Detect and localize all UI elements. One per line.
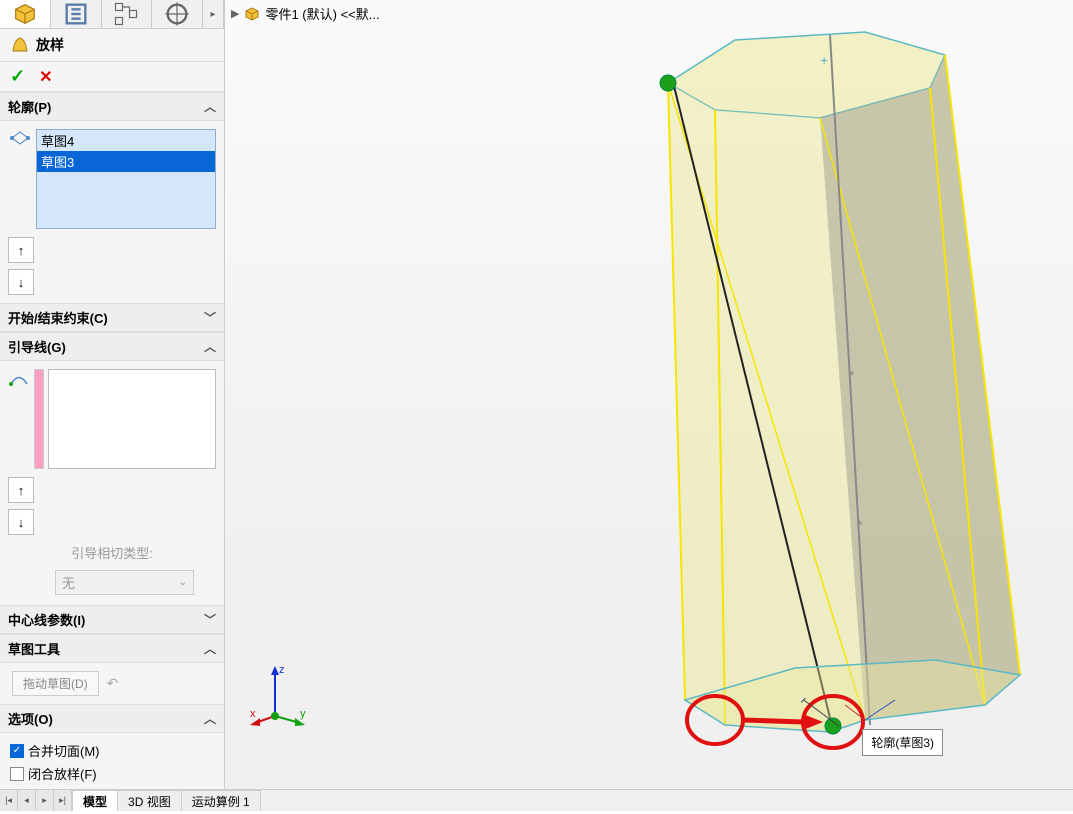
constraints-header[interactable]: 开始/结束约束(C) ﹀ — [0, 303, 224, 332]
chevron-up-icon: ︿ — [204, 98, 216, 115]
sketch-tools-header[interactable]: 草图工具 ︿ — [0, 634, 224, 663]
profiles-body: 草图4 草图3 — [0, 121, 224, 237]
feature-title: 放样 — [0, 29, 224, 62]
tab-nav-arrows: |◂ ◂ ▸ ▸| — [0, 790, 73, 811]
guide-list[interactable] — [48, 369, 216, 469]
guides-label: 引导线(G) — [8, 337, 66, 356]
profiles-header[interactable]: 轮廓(P) ︿ — [0, 92, 224, 121]
svg-text:*: * — [857, 517, 863, 533]
chevron-up-icon: ︿ — [204, 338, 216, 355]
tangent-type-select[interactable]: 无 ⌄ — [55, 570, 194, 595]
graphics-viewport[interactable]: ▶ 零件1 (默认) <<默... — [225, 0, 1073, 811]
tab-first-button[interactable]: |◂ — [0, 790, 18, 811]
feature-manager-tab[interactable] — [0, 0, 51, 28]
property-manager-tab[interactable] — [51, 0, 102, 28]
dimxpert-tab[interactable] — [152, 0, 203, 28]
profile-item[interactable]: 草图3 — [37, 151, 215, 172]
guide-strip-icon — [34, 369, 44, 469]
profiles-label: 轮廓(P) — [8, 97, 51, 116]
chevron-right-icon: ▸ — [211, 9, 216, 20]
move-down-button[interactable]: ↓ — [8, 269, 34, 295]
cancel-button[interactable]: ✕ — [39, 67, 52, 87]
sketch-tools-label: 草图工具 — [8, 639, 60, 658]
centerline-label: 中心线参数(I) — [8, 610, 85, 629]
bottom-tab-model[interactable]: 模型 — [73, 790, 118, 811]
profile-diamond-icon — [8, 129, 32, 147]
confirm-row: ✓ ✕ — [0, 62, 224, 92]
drag-sketch-button[interactable]: 拖动草图(D) — [12, 671, 99, 696]
view-triad[interactable]: z x y — [250, 661, 320, 731]
chevron-up-icon: ︿ — [204, 640, 216, 657]
loft-icon — [10, 35, 30, 55]
tab-next-button[interactable]: ▸ — [36, 790, 54, 811]
close-loft-row[interactable]: 闭合放样(F) — [10, 762, 214, 785]
profile-item[interactable]: 草图4 — [37, 130, 215, 151]
svg-text:y: y — [300, 708, 306, 720]
chevron-down-icon: ⌄ — [179, 577, 187, 588]
close-loft-label: 闭合放样(F) — [28, 764, 97, 783]
chevron-down-icon: ﹀ — [204, 309, 216, 326]
guide-move-up-button[interactable]: ↑ — [8, 477, 34, 503]
move-up-button[interactable]: ↑ — [8, 237, 34, 263]
guide-move-down-button[interactable]: ↓ — [8, 509, 34, 535]
part-icon — [243, 5, 261, 23]
tree-icon — [112, 0, 140, 28]
tab-prev-button[interactable]: ◂ — [18, 790, 36, 811]
profile-tooltip: 轮廓(草图3) — [862, 729, 943, 756]
merge-faces-label: 合并切面(M) — [28, 741, 100, 760]
feature-title-text: 放样 — [36, 35, 64, 55]
guides-header[interactable]: 引导线(G) ︿ — [0, 332, 224, 361]
flyout-tree[interactable]: ▶ 零件1 (默认) <<默... — [231, 4, 380, 23]
cube-assembly-icon — [11, 0, 39, 28]
profile-list[interactable]: 草图4 草图3 — [36, 129, 216, 229]
property-manager-panel: ▸ 放样 ✓ ✕ 轮廓(P) ︿ 草图4 草图3 ↑ — [0, 0, 225, 811]
guide-curve-icon — [8, 369, 30, 387]
svg-text:z: z — [279, 664, 285, 676]
part-name[interactable]: 零件1 (默认) <<默... — [265, 4, 379, 23]
sketch-tools-body: 拖动草图(D) ↶ — [0, 663, 224, 704]
tangent-type-label: 引导相切类型: — [0, 539, 224, 566]
loft-preview: + * * — [425, 20, 1045, 750]
overflow-tab[interactable]: ▸ — [203, 0, 224, 28]
target-icon — [163, 0, 191, 28]
property-icon — [62, 0, 90, 28]
config-manager-tab[interactable] — [102, 0, 153, 28]
undo-icon[interactable]: ↶ — [107, 675, 119, 692]
bottom-tab-3dview[interactable]: 3D 视图 — [118, 790, 182, 811]
close-loft-checkbox[interactable] — [10, 767, 24, 781]
tab-last-button[interactable]: ▸| — [54, 790, 72, 811]
svg-text:*: * — [849, 367, 855, 383]
manager-tabs: ▸ — [0, 0, 224, 29]
centerline-header[interactable]: 中心线参数(I) ﹀ — [0, 605, 224, 634]
chevron-up-icon: ︿ — [204, 710, 216, 727]
chevron-down-icon: ﹀ — [204, 611, 216, 628]
constraints-label: 开始/结束约束(C) — [8, 308, 108, 327]
tangent-type-value: 无 — [62, 573, 75, 592]
svg-text:+: + — [820, 52, 828, 68]
options-label: 选项(O) — [8, 709, 53, 728]
merge-faces-checkbox[interactable] — [10, 744, 24, 758]
options-header[interactable]: 选项(O) ︿ — [0, 704, 224, 733]
bottom-tab-bar: |◂ ◂ ▸ ▸| 模型 3D 视图 运动算例 1 — [0, 789, 1073, 811]
guides-body — [0, 361, 224, 477]
svg-text:x: x — [250, 708, 256, 720]
merge-faces-row[interactable]: 合并切面(M) — [10, 739, 214, 762]
tooltip-leader — [801, 698, 841, 728]
expand-arrow-icon[interactable]: ▶ — [231, 7, 239, 20]
ok-button[interactable]: ✓ — [10, 66, 25, 87]
bottom-tab-motion[interactable]: 运动算例 1 — [182, 790, 261, 811]
